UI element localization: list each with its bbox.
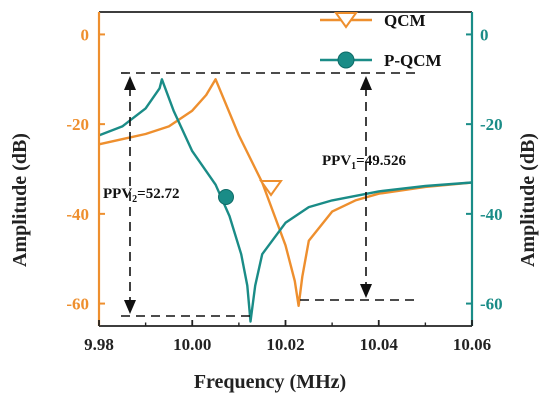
legend-marker-qcm [334, 12, 358, 29]
y-tick-label-left: -60 [66, 295, 89, 314]
x-tick-label: 10.02 [266, 335, 304, 354]
x-tick-label: 9.98 [84, 335, 114, 354]
y-tick-label-left: -40 [66, 205, 89, 224]
annotation-layer: PPV2=52.72 PPV1=49.526 [103, 72, 417, 317]
qcm-marker [259, 180, 283, 197]
ppv2-arrow-up [124, 76, 136, 90]
legend-label-qcm: QCM [384, 11, 426, 30]
y-tick-label-right: -60 [480, 295, 503, 314]
x-tick-label: 10.00 [173, 335, 211, 354]
p-qcm-marker [218, 189, 234, 205]
ppv1-label: PPV1=49.526 [322, 153, 406, 172]
axis-layer: 0 -20 -40 -60 0 -20 -40 -60 9.98 10.00 10.02 10.04 1… [66, 11, 503, 354]
legend-marker-p-qcm [337, 51, 355, 69]
y-tick-label-right: -40 [480, 205, 503, 224]
ppv2-arrow-down [124, 300, 136, 314]
y-tick-label-right: 0 [480, 25, 489, 44]
y-tick-label-left: -20 [66, 115, 89, 134]
legend: QCM P-QCM [320, 11, 442, 70]
y-axis-label-left: Amplitude (dB) [9, 133, 31, 267]
plot-layer [98, 78, 473, 323]
x-tick-label: 10.06 [453, 335, 491, 354]
series-line-p-qcm [98, 78, 473, 323]
y-tick-label-right: -20 [480, 115, 503, 134]
x-tick-label: 10.04 [360, 335, 399, 354]
ppv1-arrow-up [360, 76, 372, 90]
ppv2-label: PPV2=52.72 [103, 186, 179, 205]
series-line-qcm [98, 78, 473, 307]
x-axis-label: Frequency (MHz) [194, 371, 346, 393]
y-tick-label-left: 0 [81, 25, 90, 44]
y-axis-label-right: Amplitude (dB) [517, 133, 539, 267]
legend-label-p-qcm: P-QCM [384, 51, 442, 70]
ppv1-arrow-down [360, 284, 372, 298]
